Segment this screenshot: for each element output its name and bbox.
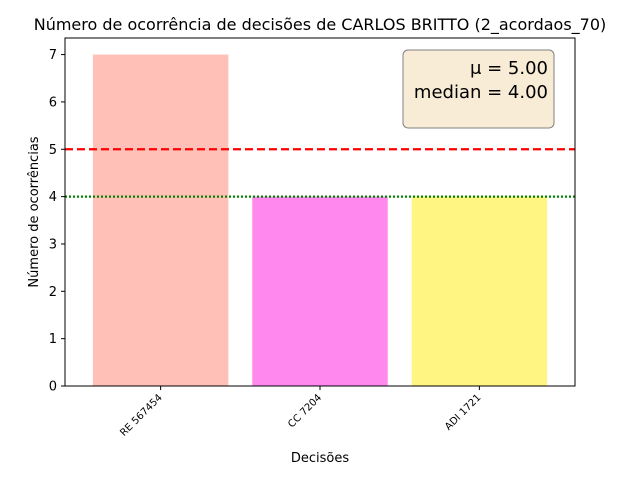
bar-0 bbox=[92, 54, 229, 386]
x-axis-label: Decisões bbox=[291, 451, 349, 466]
reference-lines-layer bbox=[65, 148, 575, 198]
x-tick-label: RE 567454 bbox=[118, 392, 164, 438]
y-axis: 0 1 2 3 4 5 6 7 bbox=[49, 48, 65, 395]
bars-layer bbox=[92, 54, 548, 386]
chart-title: Número de ocorrência de decisões de CARL… bbox=[34, 15, 607, 35]
x-tick-label: CC 7204 bbox=[286, 392, 324, 430]
y-axis-label: Número de ocorrências bbox=[27, 136, 42, 287]
y-tick-label: 6 bbox=[49, 95, 57, 110]
y-tick-label: 3 bbox=[49, 237, 57, 252]
y-tick-label: 5 bbox=[49, 143, 57, 158]
y-tick-label: 4 bbox=[49, 190, 57, 205]
y-tick-label: 2 bbox=[49, 285, 57, 300]
x-axis: RE 567454 CC 7204 ADI 1721 bbox=[118, 386, 483, 439]
bar-2 bbox=[411, 196, 548, 386]
median-label: median = 4.00 bbox=[414, 82, 548, 103]
bar-1 bbox=[252, 196, 388, 386]
stats-box-background bbox=[402, 49, 555, 129]
y-tick-label: 1 bbox=[49, 332, 57, 347]
mean-label: μ = 5.00 bbox=[470, 58, 548, 79]
y-tick-label: 0 bbox=[49, 380, 57, 395]
stats-box: μ = 5.00 median = 4.00 bbox=[402, 49, 555, 129]
y-tick-label: 7 bbox=[49, 48, 57, 63]
x-tick-label: ADI 1721 bbox=[443, 392, 483, 432]
